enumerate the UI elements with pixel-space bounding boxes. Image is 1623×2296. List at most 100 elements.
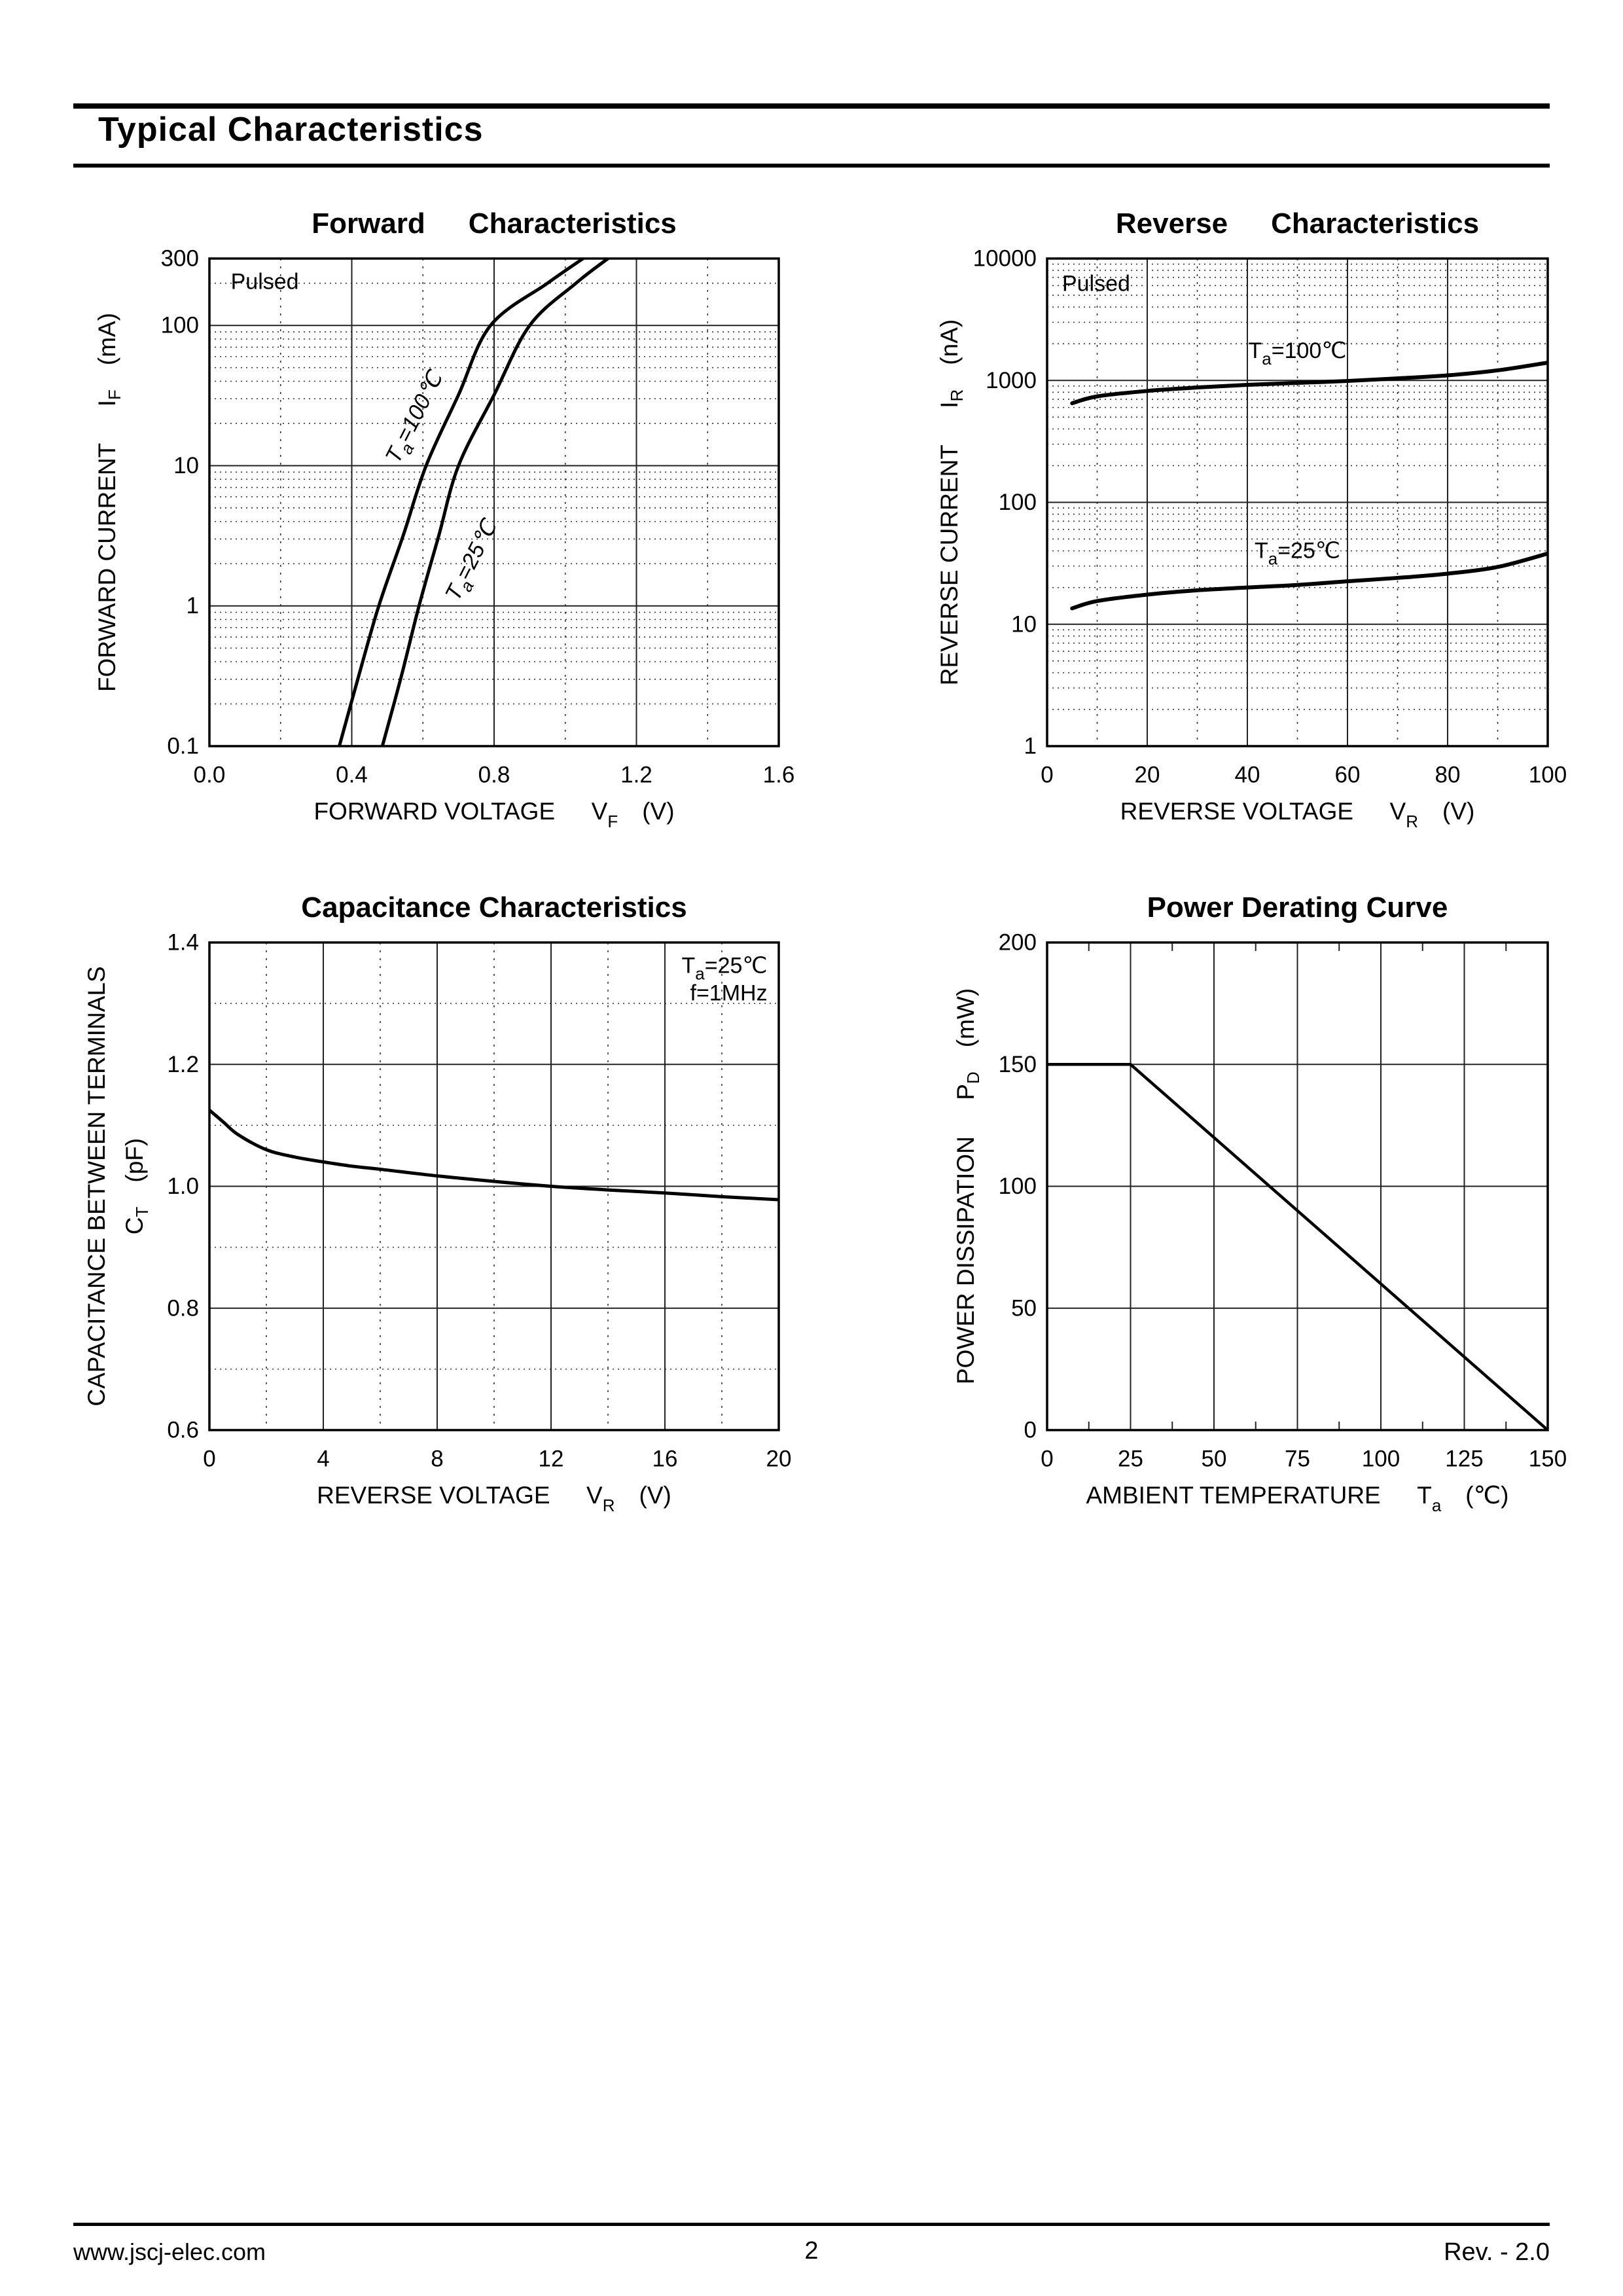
plot-frame	[1046, 941, 1549, 1431]
header-rule-top	[73, 103, 1550, 109]
svg-text:0.4: 0.4	[336, 762, 368, 788]
svg-text:100: 100	[161, 313, 199, 338]
svg-text:300: 300	[161, 246, 199, 272]
svg-text:100: 100	[999, 1174, 1037, 1199]
svg-text:40: 40	[1235, 762, 1260, 788]
svg-text:50: 50	[1011, 1295, 1037, 1321]
svg-text:25: 25	[1118, 1446, 1143, 1472]
grid-major	[1047, 259, 1548, 746]
y-axis-title: CT (pF)	[121, 1138, 152, 1234]
grid-major	[209, 942, 779, 1430]
pulsed-note: Pulsed	[231, 269, 299, 294]
svg-text:150: 150	[1529, 1446, 1567, 1472]
svg-text:8: 8	[431, 1446, 443, 1472]
footer-revision: Rev. - 2.0	[1444, 2238, 1550, 2266]
x-axis-title: REVERSE VOLTAGE VR (V)	[317, 1482, 671, 1515]
series-Ta=25C	[380, 259, 610, 746]
x-axis-title: REVERSE VOLTAGE VR (V)	[1120, 798, 1475, 831]
svg-text:125: 125	[1445, 1446, 1483, 1472]
ta-100-label: Ta=100℃	[381, 366, 454, 469]
svg-text:1.2: 1.2	[620, 762, 652, 788]
svg-text:100: 100	[999, 490, 1037, 515]
svg-text:0: 0	[1041, 762, 1053, 788]
y-axis-title: CAPACITANCE BETWEEN TERMINALS	[83, 966, 110, 1406]
footer-rule	[73, 2223, 1550, 2226]
series-PD	[1047, 1063, 1548, 1430]
svg-text:10000: 10000	[973, 246, 1037, 272]
svg-text:0: 0	[1041, 1446, 1053, 1472]
svg-text:0.6: 0.6	[167, 1418, 199, 1443]
series-group	[1070, 361, 1548, 611]
plot-frame	[208, 257, 780, 747]
footer-page-number: 2	[804, 2237, 819, 2265]
svg-text:1: 1	[187, 593, 199, 619]
svg-text:1.6: 1.6	[763, 762, 795, 788]
svg-text:100: 100	[1362, 1446, 1400, 1472]
header-rule-bottom	[73, 164, 1550, 168]
svg-text:20: 20	[1135, 762, 1160, 788]
page-title: Typical Characteristics	[98, 111, 484, 149]
capacitance-characteristics-chart: 0 4 8 12 16 20 0.6 0.8 1.0 1.2 1.4 Capacitance Char…	[75, 880, 795, 1522]
ta-25-label: Ta=25℃	[1255, 539, 1340, 569]
svg-text:1.0: 1.0	[167, 1174, 199, 1199]
svg-text:0: 0	[1024, 1418, 1037, 1443]
footer-website: www.jscj-elec.com	[73, 2238, 266, 2265]
forward-characteristics-chart: 0.0 0.4 0.8 1.2 1.6 0.1 1 10 100 300 Forward Chara…	[75, 196, 795, 838]
y-axis-title: FORWARD CURRENT IF (mA)	[94, 313, 125, 692]
svg-text:75: 75	[1285, 1446, 1310, 1472]
chart-title: Power Derating Curve	[1147, 891, 1448, 924]
chart-title: Forward Characteristics	[312, 207, 677, 240]
svg-text:0.1: 0.1	[167, 734, 199, 759]
y-axis-title: POWER DISSIPATION PD (mW)	[952, 988, 984, 1384]
series-group	[337, 259, 610, 746]
series-CT	[209, 1108, 779, 1202]
series-group	[209, 1108, 779, 1202]
svg-text:1.4: 1.4	[167, 930, 199, 956]
svg-text:1: 1	[1024, 734, 1037, 759]
svg-text:10: 10	[1011, 611, 1037, 637]
plot-frame	[208, 941, 780, 1431]
power-derating-svg: 0 25 50 75 100 125 150 0 50 100 150 200 Power Derati…	[952, 891, 1567, 1515]
chart-title: Reverse Characteristics	[1116, 207, 1479, 240]
svg-text:200: 200	[999, 930, 1037, 956]
tick-labels: 0 20 40 60 80 100 1 10 100 1000 10000	[973, 246, 1567, 788]
svg-text:100: 100	[1529, 762, 1567, 788]
svg-text:0.0: 0.0	[194, 762, 226, 788]
svg-text:1.2: 1.2	[167, 1052, 199, 1077]
ta-100-label: Ta=100℃	[1248, 338, 1346, 368]
tick-labels: 0 4 8 12 16 20 0.6 0.8 1.0 1.2 1.4	[167, 930, 791, 1472]
reverse-characteristics-chart: 0 20 40 60 80 100 1 10 100 1000 10000 Reverse Chara…	[851, 196, 1571, 838]
svg-text:1000: 1000	[986, 368, 1037, 393]
svg-text:60: 60	[1335, 762, 1361, 788]
series-group	[1047, 1063, 1548, 1430]
x-axis-title: FORWARD VOLTAGE VF (V)	[313, 798, 674, 831]
svg-text:0.8: 0.8	[167, 1295, 199, 1321]
svg-text:20: 20	[766, 1446, 792, 1472]
svg-text:0.8: 0.8	[478, 762, 510, 788]
pulsed-note: Pulsed	[1062, 272, 1130, 296]
svg-text:12: 12	[539, 1446, 564, 1472]
ta-25-label: Ta=25℃	[440, 514, 507, 607]
grid-major	[209, 259, 779, 746]
reverse-characteristics-svg: 0 20 40 60 80 100 1 10 100 1000 10000 Reverse Chara…	[936, 207, 1567, 831]
tick-labels: 0.0 0.4 0.8 1.2 1.6 0.1 1 10 100 300	[161, 246, 795, 788]
grid-major	[1047, 942, 1548, 1430]
x-axis-title: AMBIENT TEMPERATURE Ta (℃)	[1086, 1482, 1508, 1515]
plot-frame	[1046, 257, 1549, 747]
power-derating-chart: 0 25 50 75 100 125 150 0 50 100 150 200 Power Derati…	[851, 880, 1571, 1522]
series-Ta=100C	[1070, 361, 1548, 406]
svg-text:0: 0	[203, 1446, 215, 1472]
grid-minor	[209, 259, 779, 746]
ta-note: Ta=25℃	[681, 953, 767, 983]
capacitance-characteristics-svg: 0 4 8 12 16 20 0.6 0.8 1.0 1.2 1.4 Capacitance Char…	[83, 891, 792, 1515]
y-axis-title: REVERSE CURRENT IR (nA)	[936, 319, 967, 685]
tick-labels: 0 25 50 75 100 125 150 0 50 100 150 200	[999, 930, 1567, 1472]
series-Ta=100C	[337, 259, 585, 746]
freq-note: f=1MHz	[690, 980, 768, 1005]
svg-text:50: 50	[1202, 1446, 1227, 1472]
forward-characteristics-svg: 0.0 0.4 0.8 1.2 1.6 0.1 1 10 100 300 Forward Chara…	[94, 207, 795, 831]
chart-title: Capacitance Characteristics	[301, 891, 687, 924]
svg-text:16: 16	[652, 1446, 678, 1472]
svg-text:150: 150	[999, 1052, 1037, 1077]
